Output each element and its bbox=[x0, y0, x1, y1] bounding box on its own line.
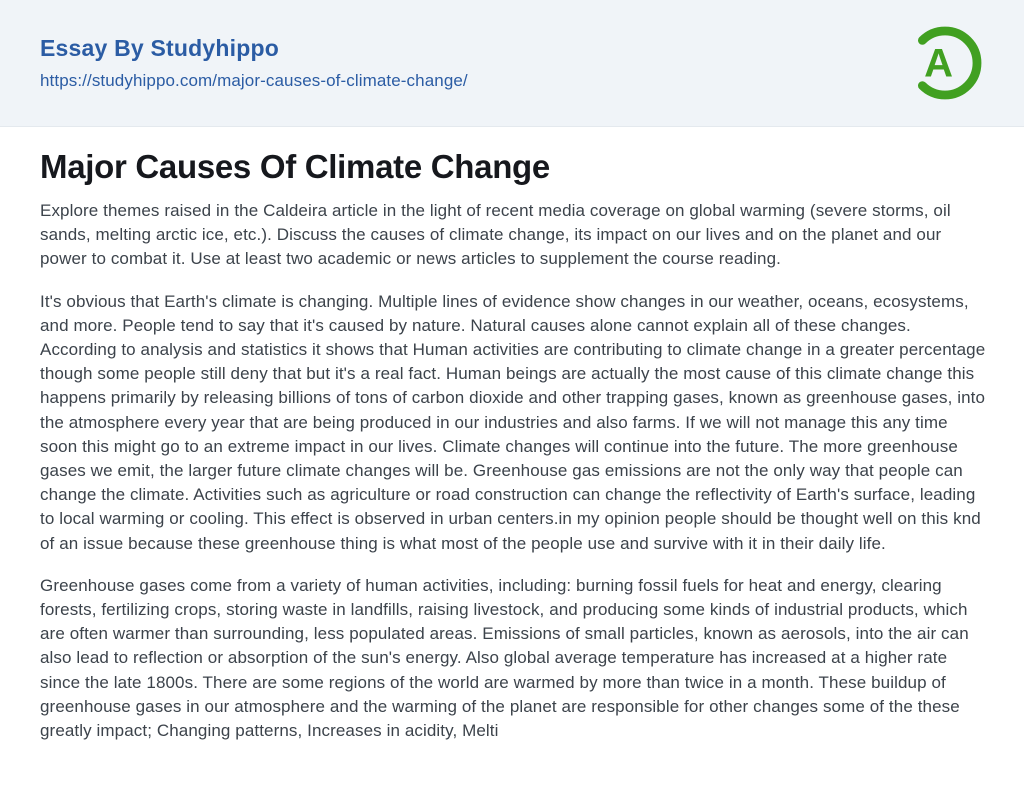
essay-paragraph-body-1: It's obvious that Earth's climate is cha… bbox=[40, 291, 986, 553]
header-text-block: Essay By Studyhippo https://studyhippo.c… bbox=[40, 35, 468, 91]
page-header: Essay By Studyhippo https://studyhippo.c… bbox=[0, 0, 1024, 127]
essay-paragraph-body-2: Greenhouse gases come from a variety of … bbox=[40, 575, 969, 741]
essay-title: Major Causes Of Climate Change bbox=[40, 148, 550, 185]
logo-letter: A bbox=[924, 42, 953, 86]
essay-url-link[interactable]: https://studyhippo.com/major-causes-of-c… bbox=[40, 71, 468, 90]
logo-arc-icon: A bbox=[917, 26, 982, 100]
site-title: Essay By Studyhippo bbox=[40, 35, 279, 61]
studyhippo-logo: A bbox=[905, 23, 985, 103]
essay-content: Major Causes Of Climate Change Explore t… bbox=[0, 127, 1024, 743]
essay-paragraph-prompt: Explore themes raised in the Caldeira ar… bbox=[40, 201, 951, 269]
